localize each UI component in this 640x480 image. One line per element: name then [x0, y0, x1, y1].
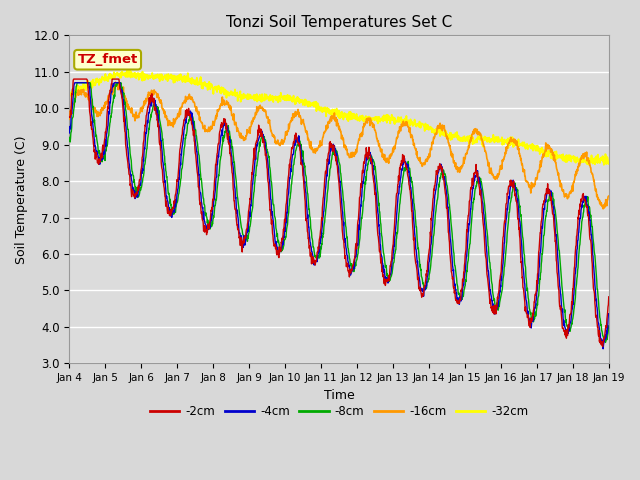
- -8cm: [493, 305, 501, 311]
- -2cm: [493, 294, 501, 300]
- -32cm: [605, 160, 612, 166]
- -4cm: [599, 346, 607, 352]
- Legend: -2cm, -4cm, -8cm, -16cm, -32cm: -2cm, -4cm, -8cm, -16cm, -32cm: [145, 401, 533, 423]
- -2cm: [173, 183, 180, 189]
- -2cm: [186, 112, 193, 118]
- -2cm: [423, 268, 431, 274]
- -16cm: [65, 116, 73, 122]
- -4cm: [605, 311, 612, 317]
- Line: -16cm: -16cm: [69, 82, 609, 209]
- -8cm: [173, 201, 180, 207]
- -32cm: [186, 76, 193, 82]
- Title: Tonzi Soil Temperatures Set C: Tonzi Soil Temperatures Set C: [226, 15, 452, 30]
- -16cm: [541, 149, 549, 155]
- -4cm: [173, 197, 180, 203]
- -16cm: [423, 157, 431, 163]
- -16cm: [186, 93, 193, 99]
- -4cm: [65, 130, 73, 136]
- -16cm: [605, 193, 612, 199]
- -32cm: [493, 135, 501, 141]
- -32cm: [600, 162, 608, 168]
- -8cm: [74, 80, 81, 85]
- Line: -32cm: -32cm: [69, 70, 609, 165]
- -4cm: [186, 111, 193, 117]
- -2cm: [70, 76, 77, 82]
- -8cm: [186, 116, 193, 121]
- -8cm: [605, 323, 612, 329]
- -8cm: [541, 219, 549, 225]
- -4cm: [246, 214, 254, 219]
- -32cm: [173, 74, 180, 80]
- Text: TZ_fmet: TZ_fmet: [77, 53, 138, 66]
- -2cm: [605, 294, 612, 300]
- Line: -2cm: -2cm: [69, 79, 609, 347]
- -4cm: [541, 197, 549, 203]
- -16cm: [111, 79, 119, 85]
- -32cm: [541, 148, 549, 154]
- -4cm: [423, 276, 431, 282]
- -32cm: [423, 125, 431, 131]
- -16cm: [493, 171, 501, 177]
- -32cm: [246, 95, 254, 100]
- -8cm: [423, 279, 431, 285]
- X-axis label: Time: Time: [324, 389, 355, 402]
- -2cm: [246, 195, 254, 201]
- -2cm: [65, 114, 73, 120]
- -8cm: [65, 137, 73, 143]
- -8cm: [602, 339, 609, 345]
- Line: -8cm: -8cm: [69, 83, 609, 342]
- -32cm: [124, 67, 131, 72]
- -16cm: [599, 206, 607, 212]
- -4cm: [493, 303, 501, 309]
- -8cm: [246, 224, 254, 229]
- -2cm: [541, 192, 549, 198]
- -32cm: [65, 88, 73, 94]
- Y-axis label: Soil Temperature (C): Soil Temperature (C): [15, 135, 28, 264]
- -16cm: [246, 131, 254, 136]
- Line: -4cm: -4cm: [69, 83, 609, 349]
- -2cm: [599, 344, 607, 349]
- -4cm: [71, 80, 79, 85]
- -16cm: [173, 115, 180, 120]
